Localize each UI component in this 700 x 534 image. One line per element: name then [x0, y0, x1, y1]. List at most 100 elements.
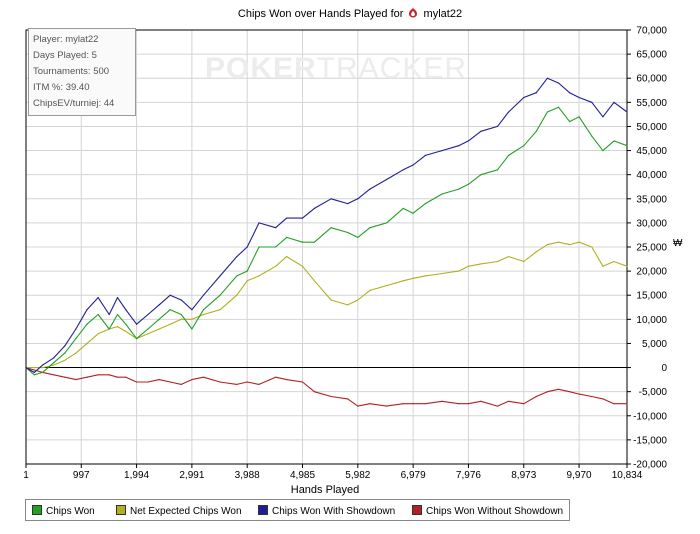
y-tick-label: -15,000 — [633, 435, 667, 446]
data-point — [246, 246, 248, 248]
data-point — [236, 275, 238, 277]
data-point — [219, 309, 221, 311]
data-point — [275, 246, 277, 248]
data-point — [613, 260, 615, 263]
data-point — [467, 140, 469, 142]
data-point — [286, 217, 288, 219]
data-point — [180, 383, 182, 385]
data-point — [147, 313, 149, 316]
legend-swatch — [258, 505, 268, 515]
data-point — [330, 299, 332, 301]
legend-item-without-showdown: Chips Won Without Showdown — [412, 505, 563, 517]
x-tick-label: 4,985 — [290, 470, 315, 481]
data-point — [369, 289, 371, 291]
data-point — [347, 398, 349, 400]
data-point — [42, 364, 44, 366]
data-point — [602, 150, 604, 152]
data-point — [202, 294, 205, 296]
data-point — [258, 246, 260, 248]
x-axis-label: Hands Played — [290, 484, 360, 496]
data-point — [97, 297, 99, 299]
data-point — [236, 294, 238, 296]
data-point — [202, 376, 205, 378]
stat-itm: ITM %: 39.40 — [33, 82, 90, 93]
data-point — [301, 265, 304, 267]
data-point — [202, 313, 205, 316]
data-point — [569, 391, 571, 393]
data-point — [591, 135, 593, 137]
data-point — [75, 379, 77, 381]
data-point — [591, 246, 593, 248]
series-line-chips-won — [25, 106, 628, 376]
data-point — [424, 203, 426, 205]
data-point — [33, 371, 35, 373]
data-point — [108, 374, 110, 376]
chart-title: Chips Won over Hands Played for mylat22 — [0, 8, 700, 20]
legend-swatch — [412, 505, 422, 515]
data-point — [286, 379, 288, 381]
data-point — [246, 381, 248, 383]
data-point — [569, 244, 571, 246]
data-point — [86, 309, 88, 311]
data-point — [386, 285, 388, 287]
data-point — [613, 101, 615, 103]
data-point — [258, 275, 260, 277]
data-point — [86, 376, 88, 378]
data-point — [202, 309, 205, 311]
x-tick-label: 997 — [73, 470, 90, 481]
player-stats-box: Player: mylat22 Days Played: 5 Tournamen… — [28, 28, 136, 116]
data-point — [508, 400, 510, 402]
data-point — [546, 244, 549, 246]
data-point — [169, 381, 171, 383]
data-point — [53, 374, 55, 376]
data-point — [626, 265, 628, 267]
data-point — [42, 371, 44, 373]
data-point — [412, 164, 414, 166]
y-axis-unit: ₩ — [673, 238, 683, 249]
data-point — [147, 328, 149, 330]
x-tick-label: 5,982 — [345, 470, 370, 481]
data-point — [75, 328, 77, 330]
data-point — [191, 309, 193, 311]
data-point — [535, 130, 537, 132]
data-point — [313, 280, 315, 282]
data-point — [546, 111, 549, 113]
x-tick-label: 1,994 — [124, 470, 149, 481]
data-point — [467, 183, 469, 185]
x-tick-label: 1 — [23, 470, 29, 481]
data-point — [578, 393, 580, 395]
y-tick-label: 20,000 — [636, 267, 667, 278]
y-tick-label: 40,000 — [636, 170, 667, 181]
data-point — [386, 178, 388, 181]
x-tick-label: 6,979 — [401, 470, 426, 481]
data-point — [535, 395, 537, 398]
data-point — [108, 328, 110, 330]
data-point — [347, 304, 349, 306]
y-tick-label: 70,000 — [636, 26, 667, 37]
stat-tournaments: Tournaments: 500 — [33, 66, 110, 77]
pokertracker-logo-icon — [409, 8, 418, 18]
legend-swatch — [116, 505, 126, 515]
data-point — [301, 241, 304, 243]
title-player-name: mylat22 — [423, 8, 463, 20]
data-point — [275, 227, 277, 229]
data-point — [508, 111, 510, 113]
data-point — [412, 277, 414, 279]
data-point — [480, 130, 482, 132]
data-point — [480, 400, 482, 402]
data-point — [301, 217, 304, 219]
data-point — [591, 101, 593, 103]
y-tick-label: 25,000 — [636, 243, 667, 254]
data-point — [180, 313, 182, 316]
y-tick-label: 5,000 — [642, 339, 667, 350]
legend-item-net-expected: Net Expected Chips Won — [116, 505, 242, 517]
title-prefix: Chips Won over Hands Played for — [237, 8, 404, 20]
y-tick-label: 0 — [661, 363, 667, 374]
data-point — [508, 154, 510, 156]
data-point — [258, 222, 260, 224]
data-point — [458, 270, 460, 272]
y-tick-label: 60,000 — [636, 74, 667, 85]
data-point — [347, 231, 349, 234]
data-point — [75, 352, 77, 354]
